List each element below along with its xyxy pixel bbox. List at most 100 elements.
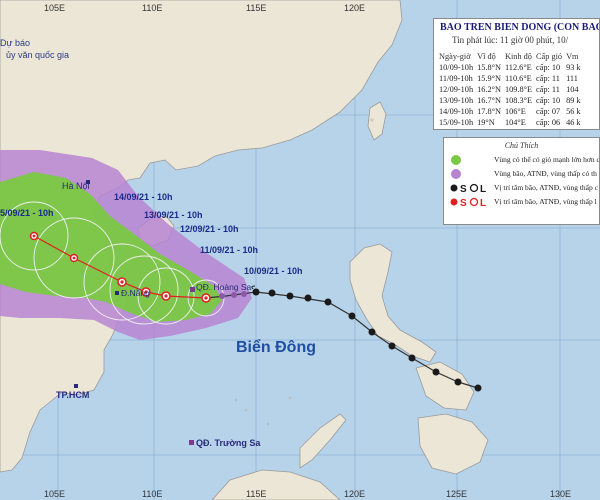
table-cell: 89 k xyxy=(566,96,581,105)
table-cell: 12/09-10h xyxy=(439,85,474,94)
palawan-island xyxy=(299,413,347,469)
luzon-island xyxy=(349,243,437,363)
table-cell: 106°E xyxy=(504,107,526,116)
danang-marker xyxy=(115,291,119,295)
danang-label: Đ.Nẵng xyxy=(121,288,150,298)
longitude-labels: 105E 110E 115E 120E 105E 110E 115E 120E … xyxy=(44,3,571,499)
hanoi-marker xyxy=(86,180,90,184)
past-storm-symbol xyxy=(324,298,332,306)
past-storm-symbol xyxy=(251,285,260,296)
hoangsa-marker xyxy=(190,287,195,292)
table-cell: cấp: 07 xyxy=(536,107,561,116)
table-cell: 16.2°N xyxy=(477,85,501,94)
forecast-label-12: 12/09/21 - 10h xyxy=(180,224,239,234)
storm-info-box: BAO TREN BIEN DONG (CON BAO S Tin phát l… xyxy=(433,18,600,130)
past-storm-symbol xyxy=(408,354,416,362)
legend-text: Vị trí tâm bão, ATNĐ, vùng thấp l xyxy=(494,197,597,206)
hoangsa-label: QĐ. Hoàng Sa xyxy=(196,282,252,292)
column-header: Kinh độ xyxy=(504,52,532,61)
past-storm-symbol xyxy=(432,368,440,376)
truongsa-label: QĐ. Trường Sa xyxy=(196,438,261,448)
table-cell: 11/09-10h xyxy=(439,74,473,83)
past-storm-symbol xyxy=(304,294,312,302)
table-cell: 17.8°N xyxy=(477,107,501,116)
mindanao-island xyxy=(417,413,489,475)
past-track-line xyxy=(205,291,479,389)
column-header: Vĩ độ xyxy=(477,52,496,61)
transition-dots xyxy=(219,291,247,299)
table-cell: cấp: 11 xyxy=(536,74,560,83)
forecast-label-14: 14/09/21 - 10h xyxy=(114,192,173,202)
forecast-circles xyxy=(0,201,225,325)
svg-text:L: L xyxy=(480,184,486,194)
past-storm-symbol xyxy=(368,328,376,336)
agency-line-1: Dự báo xyxy=(0,38,30,48)
legend-text: Vị trí tâm bão, ATNĐ, vùng thấp c xyxy=(494,183,598,192)
hcm-label: TP.HCM xyxy=(56,390,89,400)
forecast-label-13: 13/09/21 - 10h xyxy=(144,210,203,220)
lon-label-top: 115E xyxy=(246,3,266,13)
forecast-table: Ngày-giờ Vĩ độ Kinh độ Cấp gió Vm 10/09-… xyxy=(437,51,583,128)
red-storm-symbol-icon: S L xyxy=(450,197,486,208)
table-cell: 108.3°E xyxy=(504,96,533,105)
forecast-centers xyxy=(32,234,208,300)
past-storm-symbol xyxy=(454,378,462,386)
green-circle-icon xyxy=(451,155,461,165)
table-cell: 104°E xyxy=(504,118,526,127)
table-cell: cấp: 10 xyxy=(536,96,561,105)
table-cell: 15.8°N xyxy=(477,63,501,72)
lon-label-bottom: 120E xyxy=(344,489,365,499)
past-storm-symbol xyxy=(348,312,356,320)
legend-text: Vùng có thể có gió mạnh lớn hơn c xyxy=(494,155,600,164)
legend-box: Chú Thích Vùng có thể có gió mạnh lớn hơ… xyxy=(443,137,600,225)
table-row: 15/09-10h 19°N 104°E cấp: 06 46 k xyxy=(437,117,583,128)
purple-circle-icon xyxy=(451,169,461,179)
table-cell: 111 xyxy=(566,74,578,83)
table-row: 14/09-10h 17.8°N 106°E cấp: 07 56 k xyxy=(437,106,583,117)
lon-label-bottom: 130E xyxy=(550,489,571,499)
table-cell: 19°N xyxy=(477,118,495,127)
black-storm-symbol-icon: S L xyxy=(450,183,486,194)
info-title: BAO TREN BIEN DONG (CON BAO S xyxy=(440,22,600,33)
past-storm-symbol xyxy=(268,289,276,297)
past-storm-symbol xyxy=(286,292,294,300)
svg-text:L: L xyxy=(480,198,486,208)
table-cell: 15.9°N xyxy=(477,74,501,83)
lon-label-bottom: 115E xyxy=(246,489,266,499)
table-cell: 93 k xyxy=(566,63,581,72)
table-cell: 112.6°E xyxy=(504,63,532,72)
lon-label-top: 105E xyxy=(44,3,65,13)
legend-title: Chú Thích xyxy=(504,141,539,150)
borneo-land xyxy=(211,469,341,500)
table-cell: 16.7°N xyxy=(477,96,501,105)
table-cell: 15/09-10h xyxy=(439,118,474,127)
lon-label-bottom: 125E xyxy=(446,489,467,499)
column-header: Ngày-giờ xyxy=(439,52,471,61)
forecast-date-labels: 10/09/21 - 10h 11/09/21 - 10h 12/09/21 -… xyxy=(0,192,303,276)
info-issued-time: Tin phát lúc: 11 giờ 00 phút, 10/ xyxy=(452,35,569,45)
table-row: 13/09-10h 16.7°N 108.3°E cấp: 10 89 k xyxy=(437,95,583,106)
table-cell: 46 k xyxy=(566,118,581,127)
table-cell: cấp: 10 xyxy=(536,63,561,72)
table-cell: cấp: 06 xyxy=(536,118,561,127)
table-cell: 109.8°E xyxy=(504,85,533,94)
forecast-label-11: 11/09/21 - 10h xyxy=(200,245,258,255)
table-row: 11/09-10h 15.9°N 110.6°E cấp: 11 111 xyxy=(437,73,583,84)
lon-label-bottom: 105E xyxy=(44,489,65,499)
agency-line-2: ủy văn quốc gia xyxy=(6,50,69,60)
table-cell: 56 k xyxy=(566,107,581,116)
visayas-islands xyxy=(415,361,475,411)
sea-name-label: Biển Đông xyxy=(236,338,316,356)
table-cell: 110.6°E xyxy=(504,74,532,83)
table-cell: 10/09-10h xyxy=(439,63,474,72)
legend-text: Vùng bão, ATNĐ, vùng thấp có th xyxy=(494,169,597,178)
hanoi-label: Hà Nội xyxy=(62,181,90,191)
lon-label-top: 120E xyxy=(344,3,365,13)
past-positions xyxy=(251,285,482,392)
past-storm-symbol xyxy=(388,342,396,350)
table-cell: 104 xyxy=(566,85,579,94)
forecast-label-10: 10/09/21 - 10h xyxy=(244,266,303,276)
column-header: Cấp gió xyxy=(536,52,563,61)
table-header-row: Ngày-giờ Vĩ độ Kinh độ Cấp gió Vm xyxy=(437,51,583,62)
past-storm-symbol xyxy=(474,384,482,392)
